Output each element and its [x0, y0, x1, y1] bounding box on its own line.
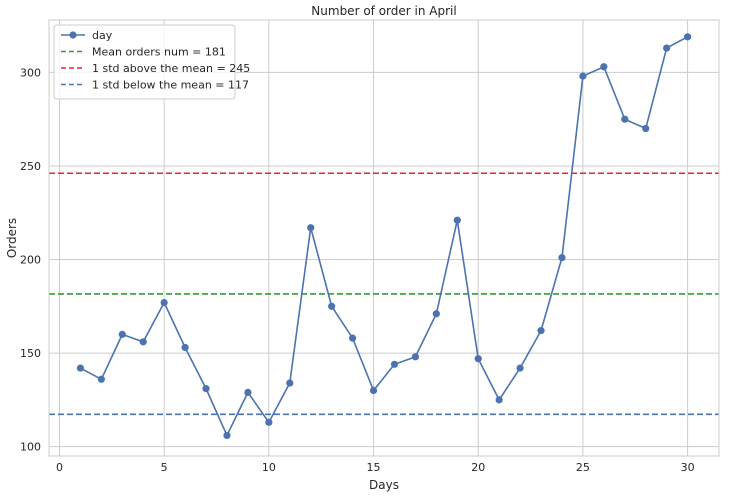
data-point: [139, 338, 147, 346]
y-tick-label: 300: [20, 66, 41, 79]
data-point: [642, 124, 650, 133]
data-point: [76, 364, 85, 372]
x-tick-label: 25: [576, 461, 590, 474]
x-tick-label: 0: [56, 461, 63, 474]
data-point: [558, 254, 566, 262]
data-point: [495, 396, 503, 404]
data-point: [244, 388, 252, 396]
data-point: [663, 44, 671, 52]
data-point: [286, 379, 294, 387]
y-tick-label: 200: [20, 254, 41, 267]
y-axis-label: Orders: [5, 218, 19, 258]
legend-label: 1 std above the mean = 245: [92, 62, 250, 75]
data-point: [683, 33, 692, 41]
data-point: [474, 355, 482, 363]
data-point: [369, 386, 378, 395]
legend-label: Mean orders num = 181: [92, 46, 226, 59]
data-point: [453, 216, 461, 224]
legend-item: day: [61, 29, 113, 42]
legend-label: 1 std below the mean = 117: [92, 79, 249, 92]
legend: day Mean orders num = 181 1 std above the …: [53, 24, 250, 100]
data-point: [97, 375, 105, 383]
legend-item: 1 std below the mean = 117: [61, 79, 249, 92]
data-point: [223, 431, 231, 440]
y-tick-label: 100: [20, 441, 41, 454]
x-tick-label: 15: [367, 461, 381, 474]
y-tick-label: 150: [20, 347, 41, 360]
x-axis-ticks: 0 5 10 15 20 25 30: [56, 461, 695, 474]
data-point: [307, 224, 315, 232]
data-point: [160, 298, 168, 307]
legend-item: Mean orders num = 181: [61, 46, 226, 59]
x-tick-label: 30: [681, 461, 695, 474]
data-point: [411, 353, 420, 361]
data-point: [600, 63, 608, 71]
data-point: [181, 343, 189, 352]
chart-title: Number of order in April: [311, 4, 456, 18]
legend-label: day: [92, 29, 113, 42]
data-point: [579, 72, 587, 80]
x-tick-label: 10: [262, 461, 276, 474]
legend-marker: [69, 31, 77, 39]
y-axis-ticks: 100 150 200 250 300: [20, 66, 41, 453]
y-tick-label: 250: [20, 160, 41, 173]
data-point: [348, 334, 357, 342]
plot-frame: [48, 19, 720, 457]
x-tick-label: 5: [161, 461, 168, 474]
data-point: [537, 327, 545, 335]
legend-item: 1 std above the mean = 245: [61, 62, 250, 75]
x-axis-label: Days: [369, 478, 399, 492]
data-point: [118, 330, 126, 338]
data-point: [516, 364, 524, 372]
data-point: [265, 418, 273, 426]
data-point: [390, 360, 399, 368]
data-point: [328, 302, 336, 310]
reference-lines: [49, 172, 719, 416]
data-point: [621, 115, 629, 123]
series-line: [80, 36, 688, 438]
x-tick-label: 20: [471, 461, 485, 474]
data-point: [432, 310, 440, 318]
legend-box: [53, 24, 236, 100]
data-point: [202, 385, 210, 393]
series-layer: [76, 33, 692, 440]
